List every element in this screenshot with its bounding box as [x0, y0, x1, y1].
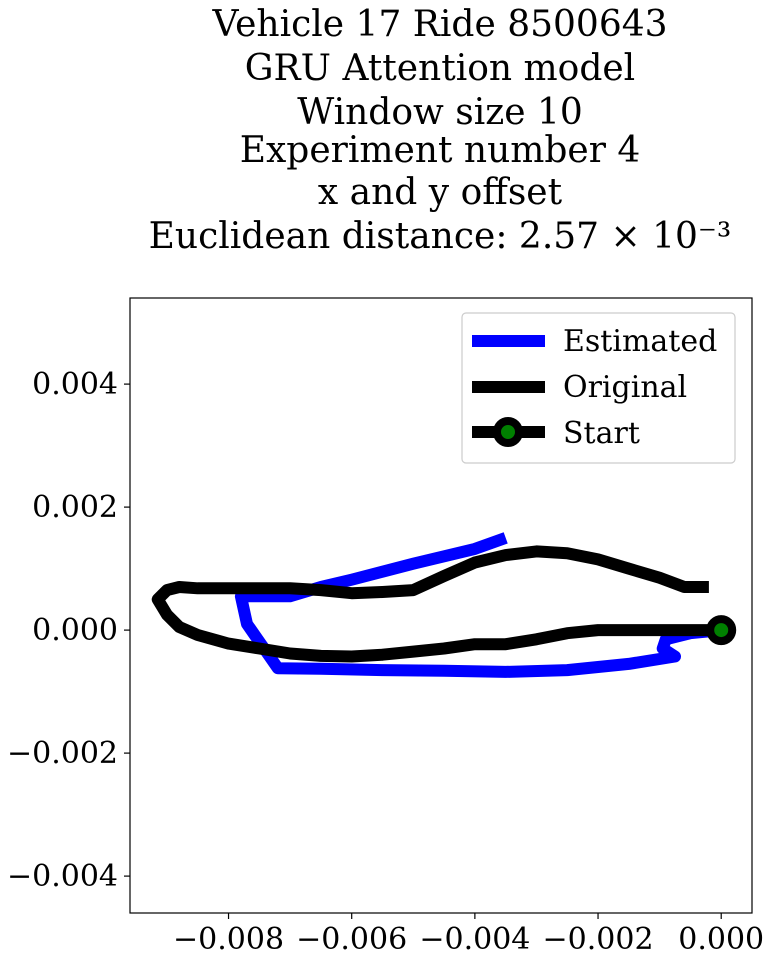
y-tick-label: −0.004: [7, 859, 118, 894]
x-axis: −0.008 −0.006 −0.004 −0.002 0.000: [173, 913, 764, 957]
title-line-6: Euclidean distance: 2.57 × 10⁻³: [149, 216, 732, 257]
title-line-3: Window size 10: [297, 92, 583, 133]
x-tick-label: −0.008: [173, 922, 284, 957]
x-tick-label: −0.006: [296, 922, 407, 957]
legend-swatch-start-marker: [493, 417, 523, 447]
y-tick-label: −0.002: [7, 736, 118, 771]
series-line-estimated: [234, 532, 722, 678]
x-tick-label: −0.004: [419, 922, 530, 957]
title-line-1: Vehicle 17 Ride 8500643: [211, 4, 667, 45]
legend: Estimated Original Start: [461, 312, 736, 464]
plot-lines: [151, 532, 722, 678]
title-line-2: GRU Attention model: [245, 48, 635, 89]
plot-frame: [129, 297, 753, 914]
x-tick-label: −0.002: [543, 922, 654, 957]
legend-label-start: Start: [563, 416, 640, 451]
y-tick-label: 0.004: [32, 367, 118, 402]
y-tick-label: 0.000: [32, 613, 118, 648]
start-point-marker: [706, 615, 737, 646]
legend-box: [461, 312, 736, 464]
start-marker: [706, 615, 737, 646]
legend-label-original: Original: [563, 370, 687, 405]
y-tick-label: 0.002: [32, 490, 118, 525]
y-axis: 0.004 0.002 0.000 −0.002 −0.004: [7, 367, 130, 894]
series-line-original: [151, 545, 722, 663]
title-line-4: Experiment number 4: [240, 130, 641, 171]
x-tick-label: 0.000: [678, 922, 764, 957]
title-line-5: x and y offset: [318, 172, 563, 213]
legend-label-estimated: Estimated: [563, 324, 717, 359]
chart-title: Vehicle 17 Ride 8500643 GRU Attention mo…: [149, 4, 732, 257]
